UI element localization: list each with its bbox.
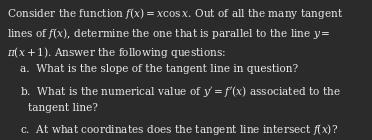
Text: tangent line?: tangent line? [28,103,98,113]
Text: Consider the function $f(x) = x\cos x$. Out of all the many tangent: Consider the function $f(x) = x\cos x$. … [7,6,343,21]
Text: b.  What is the numerical value of $y' = f'(x)$ associated to the: b. What is the numerical value of $y' = … [20,84,341,99]
Text: a.  What is the slope of the tangent line in question?: a. What is the slope of the tangent line… [20,64,299,74]
Text: lines of $f(x)$, determine the one that is parallel to the line $y =$: lines of $f(x)$, determine the one that … [7,26,330,41]
Text: $\pi(x + 1)$. Answer the following questions:: $\pi(x + 1)$. Answer the following quest… [7,45,226,60]
Text: c.  At what coordinates does the tangent line intersect $f(x)$?: c. At what coordinates does the tangent … [20,122,339,137]
